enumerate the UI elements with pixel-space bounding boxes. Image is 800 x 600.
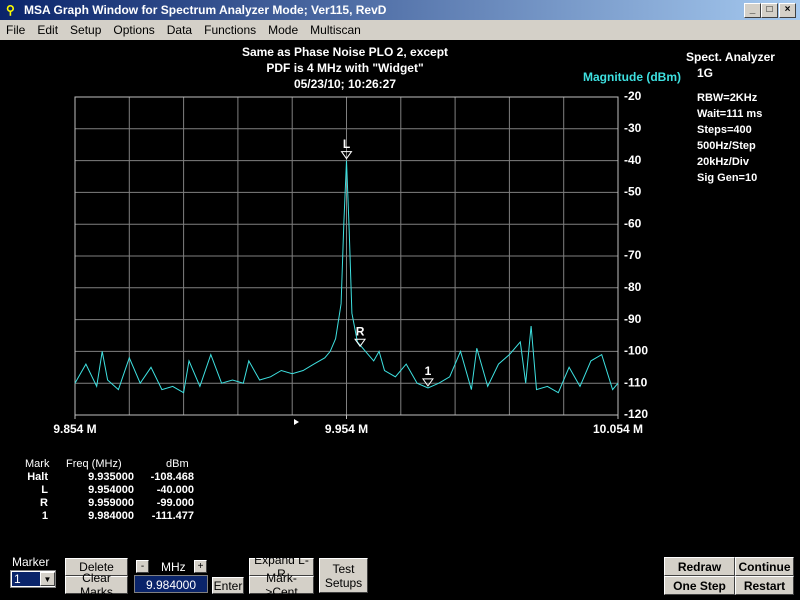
unit-label: MHz: [161, 560, 186, 574]
menu-item[interactable]: Multiscan: [310, 23, 361, 37]
table-cell: -40.000: [157, 484, 194, 496]
menu-item[interactable]: File: [6, 23, 26, 37]
info-line: 500Hz/Step: [697, 140, 756, 152]
expand-button[interactable]: Expand L-R: [249, 553, 314, 581]
table-header: dBm: [166, 458, 189, 470]
plus-button[interactable]: +: [194, 560, 207, 573]
y-tick-label: -110: [624, 375, 648, 389]
y-tick-label: -120: [624, 407, 648, 421]
table-header: Mark: [25, 458, 50, 470]
button-text: Setups: [324, 575, 363, 590]
marker-select-value: 1: [12, 572, 40, 586]
maximize-button[interactable]: □: [761, 3, 778, 18]
button-text: Test: [332, 561, 355, 576]
dropdown-arrow[interactable]: ▼: [40, 572, 55, 586]
x-tick-label: 9.854 M: [53, 422, 96, 436]
window-title: MSA Graph Window for Spectrum Analyzer M…: [24, 3, 387, 17]
menu-item[interactable]: Edit: [37, 23, 59, 37]
chart-title: 05/23/10; 10:26:27: [294, 77, 396, 91]
table-cell: 9.954000: [88, 484, 134, 496]
table-cell: -99.000: [157, 497, 194, 509]
info-line: Sig Gen=10: [697, 172, 757, 184]
info-line: RBW=2KHz: [697, 92, 758, 104]
table-cell: 9.959000: [88, 497, 134, 509]
minimize-button[interactable]: _: [744, 3, 761, 18]
table-cell: Halt: [27, 471, 48, 483]
marker-triangle: [354, 338, 367, 348]
menu-item[interactable]: Options: [113, 23, 155, 37]
chart-title: Same as Phase Noise PLO 2, except: [242, 45, 448, 59]
close-button[interactable]: ×: [779, 3, 796, 18]
table-cell: -111.477: [152, 510, 194, 522]
menu-item[interactable]: Functions: [204, 23, 257, 37]
marker-label: R: [356, 324, 365, 338]
info-band: 1G: [697, 66, 713, 80]
marker-triangle: [340, 151, 353, 160]
mark-cent-button[interactable]: Mark->Cent: [249, 571, 314, 599]
marker-label: L: [343, 137, 350, 151]
table-cell: R: [40, 497, 48, 509]
trace: [74, 160, 619, 394]
y-tick-label: -30: [624, 121, 642, 135]
y-tick-label: -100: [624, 344, 648, 358]
enter-button[interactable]: Enter: [212, 577, 244, 594]
redraw-button[interactable]: Redraw: [664, 557, 735, 576]
y-tick-label: -40: [624, 153, 642, 167]
test-setups-button[interactable]: Test Setups: [319, 558, 368, 593]
one-step-button[interactable]: One Step: [664, 576, 735, 595]
marker-label: 1: [425, 364, 432, 378]
menu-bar: File Edit Setup Options Data Functions Mode Mul…: [0, 20, 800, 40]
info-line: Wait=111 ms: [697, 108, 762, 120]
menu-item[interactable]: Setup: [70, 23, 102, 37]
table-cell: 9.935000: [88, 471, 134, 483]
clear-marks-button[interactable]: Clear Marks: [65, 571, 128, 599]
y-tick-label: -70: [624, 248, 642, 262]
y-tick-label: -60: [624, 216, 642, 230]
marker-triangle: [421, 378, 434, 387]
y-tick-label: -90: [624, 312, 642, 326]
frequency-input[interactable]: 9.984000: [134, 575, 208, 593]
table-header: Freq (MHz): [66, 458, 122, 470]
info-line: 20kHz/Div: [697, 156, 750, 168]
table-cell: -108.468: [151, 471, 194, 483]
marker-label: Marker: [12, 555, 50, 569]
restart-button[interactable]: Restart: [735, 576, 794, 595]
minus-button[interactable]: -: [136, 560, 149, 573]
x-tick-label: 10.054 M: [593, 422, 643, 436]
delete-button[interactable]: Delete: [65, 558, 128, 576]
info-line: Steps=400: [697, 124, 752, 136]
x-tick-label: 9.954 M: [325, 422, 368, 436]
y-axis-label: Magnitude (dBm): [583, 70, 681, 84]
scan-marker: [294, 419, 299, 425]
y-tick-label: -20: [624, 89, 642, 103]
app-icon: ⚲: [6, 3, 15, 17]
table-cell: L: [41, 484, 48, 496]
table-cell: 1: [42, 510, 48, 522]
continue-button[interactable]: Continue: [735, 557, 794, 576]
info-heading: Spect. Analyzer: [686, 50, 775, 64]
menu-item[interactable]: Mode: [268, 23, 299, 37]
y-tick-label: -50: [624, 185, 642, 199]
chart-title: PDF is 4 MHz with "Widget": [266, 61, 423, 75]
marker-select[interactable]: 1 ▼: [10, 570, 56, 588]
title-bar: ⚲ MSA Graph Window for Spectrum Analyzer…: [0, 0, 800, 20]
y-tick-label: -80: [624, 280, 642, 294]
menu-item[interactable]: Data: [166, 23, 193, 37]
table-cell: 9.984000: [88, 510, 134, 522]
